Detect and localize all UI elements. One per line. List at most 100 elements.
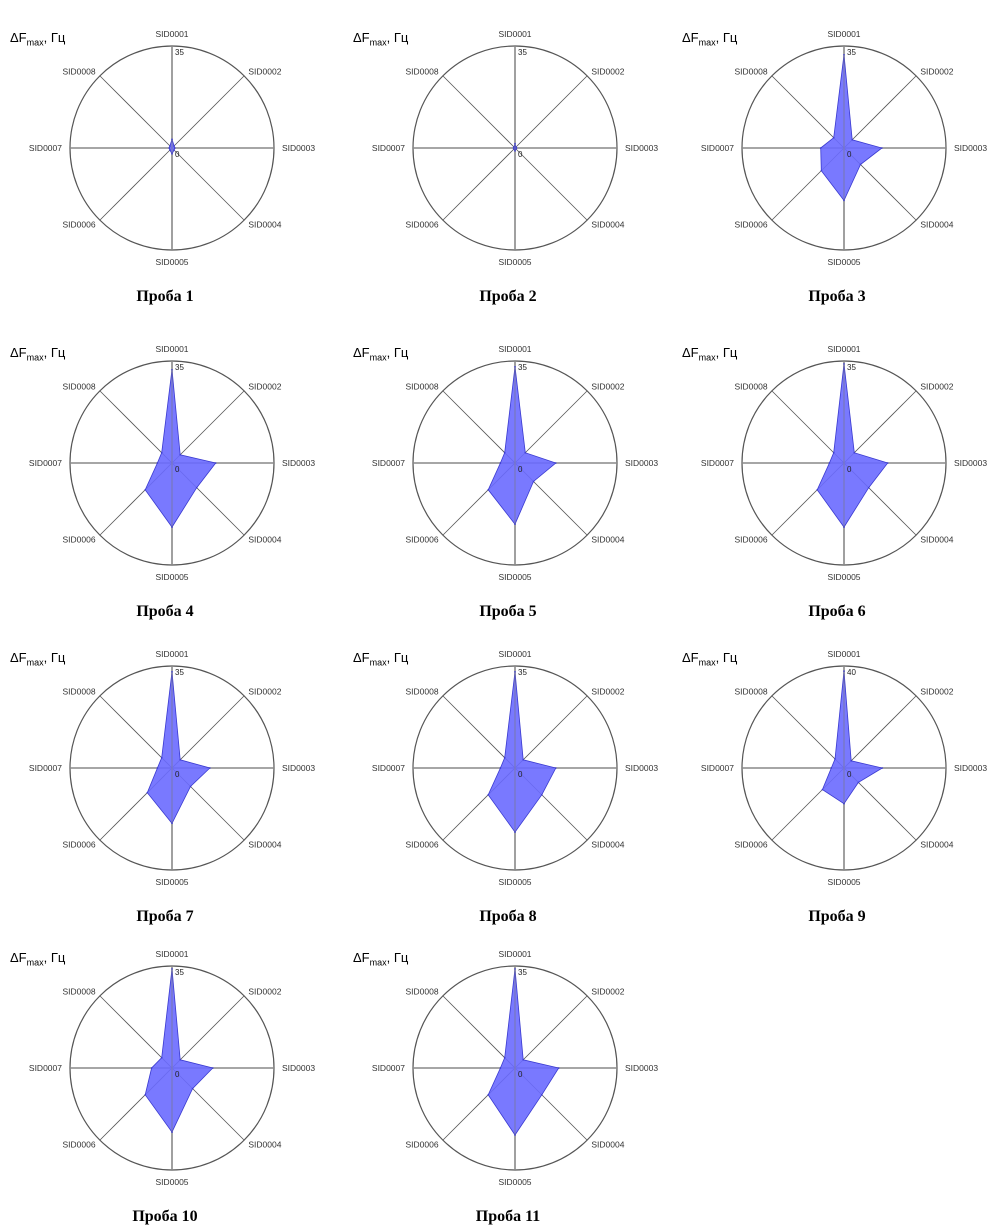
radar-panel-6: ΔFmax, Гц 35 0 SID0001 SID0002 SID0003 SID0004… [672, 325, 1002, 625]
radar-spoke [514, 695, 588, 769]
radar-point-sid0006 [144, 488, 147, 491]
axis-label-suffix: , Гц [43, 345, 66, 360]
category-label-sid0003: SID0003 [954, 143, 987, 153]
category-label-sid0005: SID0005 [498, 877, 531, 887]
radar-series-area [144, 968, 214, 1133]
radar-point-sid0004 [859, 163, 862, 166]
radar-point-sid0003 [881, 147, 883, 149]
radar-series-area [820, 54, 883, 202]
radar-point-sid0002 [522, 758, 525, 761]
category-label-sid0004: SID0004 [591, 1139, 624, 1149]
radar-svg: 35 0 SID0001 SID0002 SID0003 SID0004 SID0005 SI… [29, 649, 315, 887]
category-label-sid0004: SID0004 [920, 219, 953, 229]
radar-point-sid0001 [514, 366, 516, 368]
radar-spoke [843, 390, 917, 464]
radar-point-sid0004 [540, 793, 543, 796]
category-label-sid0003: SID0003 [954, 458, 987, 468]
category-label-sid0004: SID0004 [248, 534, 281, 544]
panel-caption: Проба 3 [808, 288, 866, 305]
radar-point-sid0004 [191, 1087, 194, 1090]
category-label-sid0002: SID0002 [920, 687, 953, 697]
radar-point-sid0004 [195, 486, 198, 489]
radar-point-sid0006 [816, 488, 819, 491]
category-label-sid0002: SID0002 [920, 67, 953, 77]
tick-label-max: 35 [847, 363, 856, 372]
category-label-sid0002: SID0002 [248, 67, 281, 77]
category-label-sid0002: SID0002 [248, 987, 281, 997]
category-label-sid0003: SID0003 [282, 458, 315, 468]
axis-label-prefix: ΔF [10, 30, 27, 45]
category-label-sid0002: SID0002 [248, 687, 281, 697]
radar-spoke [442, 390, 516, 464]
category-label-sid0002: SID0002 [248, 382, 281, 392]
tick-label-max: 35 [518, 968, 527, 977]
radar-spoke [99, 995, 173, 1069]
radar-spoke [171, 147, 245, 221]
tick-label-max: 35 [175, 668, 184, 677]
category-label-sid0001: SID0001 [827, 29, 860, 39]
category-label-sid0002: SID0002 [920, 382, 953, 392]
radar-point-sid0008 [503, 756, 506, 759]
radar-point-sid0001 [514, 968, 516, 970]
axis-label-subscript: max [698, 657, 716, 668]
radar-spoke [771, 695, 845, 769]
radar-point-sid0003 [555, 462, 557, 464]
radar-point-sid0001 [171, 968, 173, 970]
radar-panel-4: ΔFmax, Гц 35 0 SID0001 SID0002 SID0003 SID0004… [0, 325, 330, 625]
category-label-sid0008: SID0008 [63, 687, 96, 697]
category-label-sid0004: SID0004 [920, 839, 953, 849]
radar-point-sid0001 [514, 142, 516, 145]
category-label-sid0004: SID0004 [591, 839, 624, 849]
axis-label-suffix: , Гц [715, 650, 738, 665]
radar-point-sid0003 [212, 1067, 214, 1069]
panel-caption: Проба 10 [132, 1208, 198, 1225]
category-label-sid0005: SID0005 [155, 572, 188, 582]
axis-label: ΔFmax, Гц [353, 345, 408, 363]
category-label-sid0006: SID0006 [63, 1139, 96, 1149]
category-label-sid0003: SID0003 [625, 763, 658, 773]
radar-spoke [843, 75, 917, 149]
radar-point-sid0004 [540, 1093, 543, 1096]
category-label-sid0002: SID0002 [591, 987, 624, 997]
axis-label-prefix: ΔF [10, 950, 27, 965]
tick-label-min: 0 [175, 1070, 180, 1079]
radar-point-sid0001 [514, 671, 516, 673]
radar-svg: 35 0 SID0001 SID0002 SID0003 SID0004 SID0005 SI… [372, 649, 658, 887]
axis-label-suffix: , Гц [43, 950, 66, 965]
axis-label-prefix: ΔF [682, 345, 699, 360]
radar-point-sid0005 [171, 1131, 173, 1133]
radar-point-sid0004 [189, 785, 192, 788]
radar-point-sid0002 [179, 758, 182, 761]
category-label-sid0006: SID0006 [406, 1139, 439, 1149]
category-label-sid0003: SID0003 [282, 1063, 315, 1073]
tick-label-max: 35 [518, 48, 527, 57]
category-label-sid0007: SID0007 [29, 143, 62, 153]
radar-point-sid0003 [886, 462, 889, 464]
radar-point-sid0005 [171, 526, 173, 528]
radar-panel-11: ΔFmax, Гц 35 0 SID0001 SID0002 SID0003 SID0004… [343, 930, 673, 1230]
tick-label-max: 35 [175, 968, 184, 977]
radar-point-sid0005 [843, 802, 845, 805]
category-label-sid0007: SID0007 [701, 143, 734, 153]
category-label-sid0004: SID0004 [248, 219, 281, 229]
axis-label: ΔFmax, Гц [682, 650, 737, 668]
category-label-sid0005: SID0005 [827, 877, 860, 887]
category-label-sid0007: SID0007 [29, 763, 62, 773]
axis-label-subscript: max [369, 957, 387, 968]
axis-label-subscript: max [26, 352, 44, 363]
radar-point-sid0003 [209, 767, 211, 769]
category-label-sid0001: SID0001 [155, 949, 188, 959]
tick-label-min: 0 [518, 150, 523, 159]
tick-label-min: 0 [175, 150, 180, 159]
radar-svg: 35 0 SID0001 SID0002 SID0003 SID0004 SID0005 SI… [29, 29, 315, 267]
radar-point-sid0004 [857, 781, 860, 784]
radar-point-sid0007 [156, 767, 159, 769]
category-label-sid0008: SID0008 [63, 67, 96, 77]
category-label-sid0006: SID0006 [735, 839, 768, 849]
axis-label-suffix: , Гц [43, 30, 66, 45]
category-label-sid0001: SID0001 [498, 649, 531, 659]
category-label-sid0006: SID0006 [735, 534, 768, 544]
radar-svg: 35 0 SID0001 SID0002 SID0003 SID0004 SID0005 SI… [29, 344, 315, 582]
tick-label-min: 0 [847, 770, 852, 779]
radar-point-sid0006 [487, 1093, 490, 1096]
